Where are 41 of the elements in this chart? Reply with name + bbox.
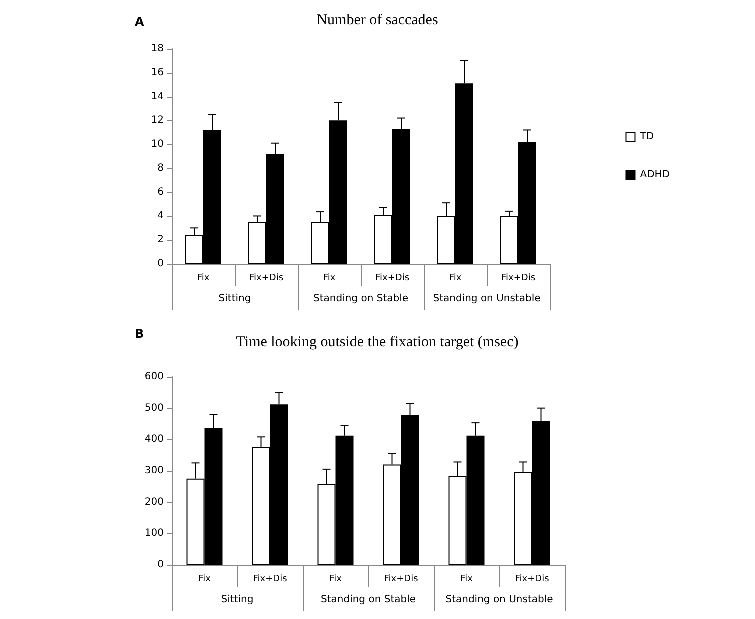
x-tick-label: Fix+Dis bbox=[515, 574, 550, 584]
x-tick-label: Fix bbox=[198, 574, 212, 584]
y-tick-label: 2 bbox=[158, 234, 164, 246]
y-tick-label: 12 bbox=[151, 115, 164, 126]
y-tick-label: 600 bbox=[144, 372, 164, 382]
y-tick-label: 100 bbox=[144, 528, 164, 540]
text: Sitting bbox=[218, 294, 252, 304]
x-tick-label: Fix bbox=[197, 274, 210, 284]
y-tick-label: 16 bbox=[151, 67, 164, 78]
x-tick-label: Fix bbox=[323, 274, 336, 284]
y-tick-label: 10 bbox=[151, 139, 164, 150]
x-tick-label: Fix bbox=[449, 274, 462, 284]
text: Standing on Unstable bbox=[433, 294, 541, 304]
x-tick-label: Fix bbox=[460, 574, 474, 584]
x-tick-label: Fix+Dis bbox=[375, 274, 410, 284]
text: Sitting bbox=[221, 594, 254, 606]
y-tick-label: 8 bbox=[158, 162, 164, 174]
y-tick-label: 200 bbox=[144, 496, 164, 508]
text: Standing on Stable bbox=[320, 594, 416, 606]
y-tick-label: 6 bbox=[158, 186, 164, 198]
x-tick-label: Fix bbox=[330, 574, 343, 584]
legend-label: TD bbox=[639, 132, 654, 142]
y-tick-label: 500 bbox=[144, 402, 164, 414]
text: B bbox=[135, 327, 144, 341]
y-tick-label: 4 bbox=[158, 210, 164, 222]
text: Standing on Unstable bbox=[446, 594, 554, 606]
chart-title: Time looking outside the fixation target (msec) bbox=[236, 334, 519, 350]
y-tick-label: 300 bbox=[144, 466, 164, 476]
x-tick-label: Fix+Dis bbox=[501, 274, 536, 284]
text: Standing on Stable bbox=[313, 294, 409, 304]
x-tick-label: Fix+Dis bbox=[384, 574, 419, 584]
legend-label: ADHD bbox=[640, 170, 670, 180]
y-tick-label: 14 bbox=[151, 91, 164, 102]
x-tick-label: Fix+Dis bbox=[249, 274, 284, 284]
chart-title: Number of saccades bbox=[316, 12, 438, 28]
y-tick-label: 18 bbox=[151, 44, 164, 54]
y-tick-label: 400 bbox=[144, 434, 164, 446]
y-tick-label: 0 bbox=[158, 560, 164, 570]
text: A bbox=[135, 15, 145, 29]
y-tick-label: 0 bbox=[158, 258, 164, 270]
x-tick-label: Fix+Dis bbox=[253, 574, 288, 584]
